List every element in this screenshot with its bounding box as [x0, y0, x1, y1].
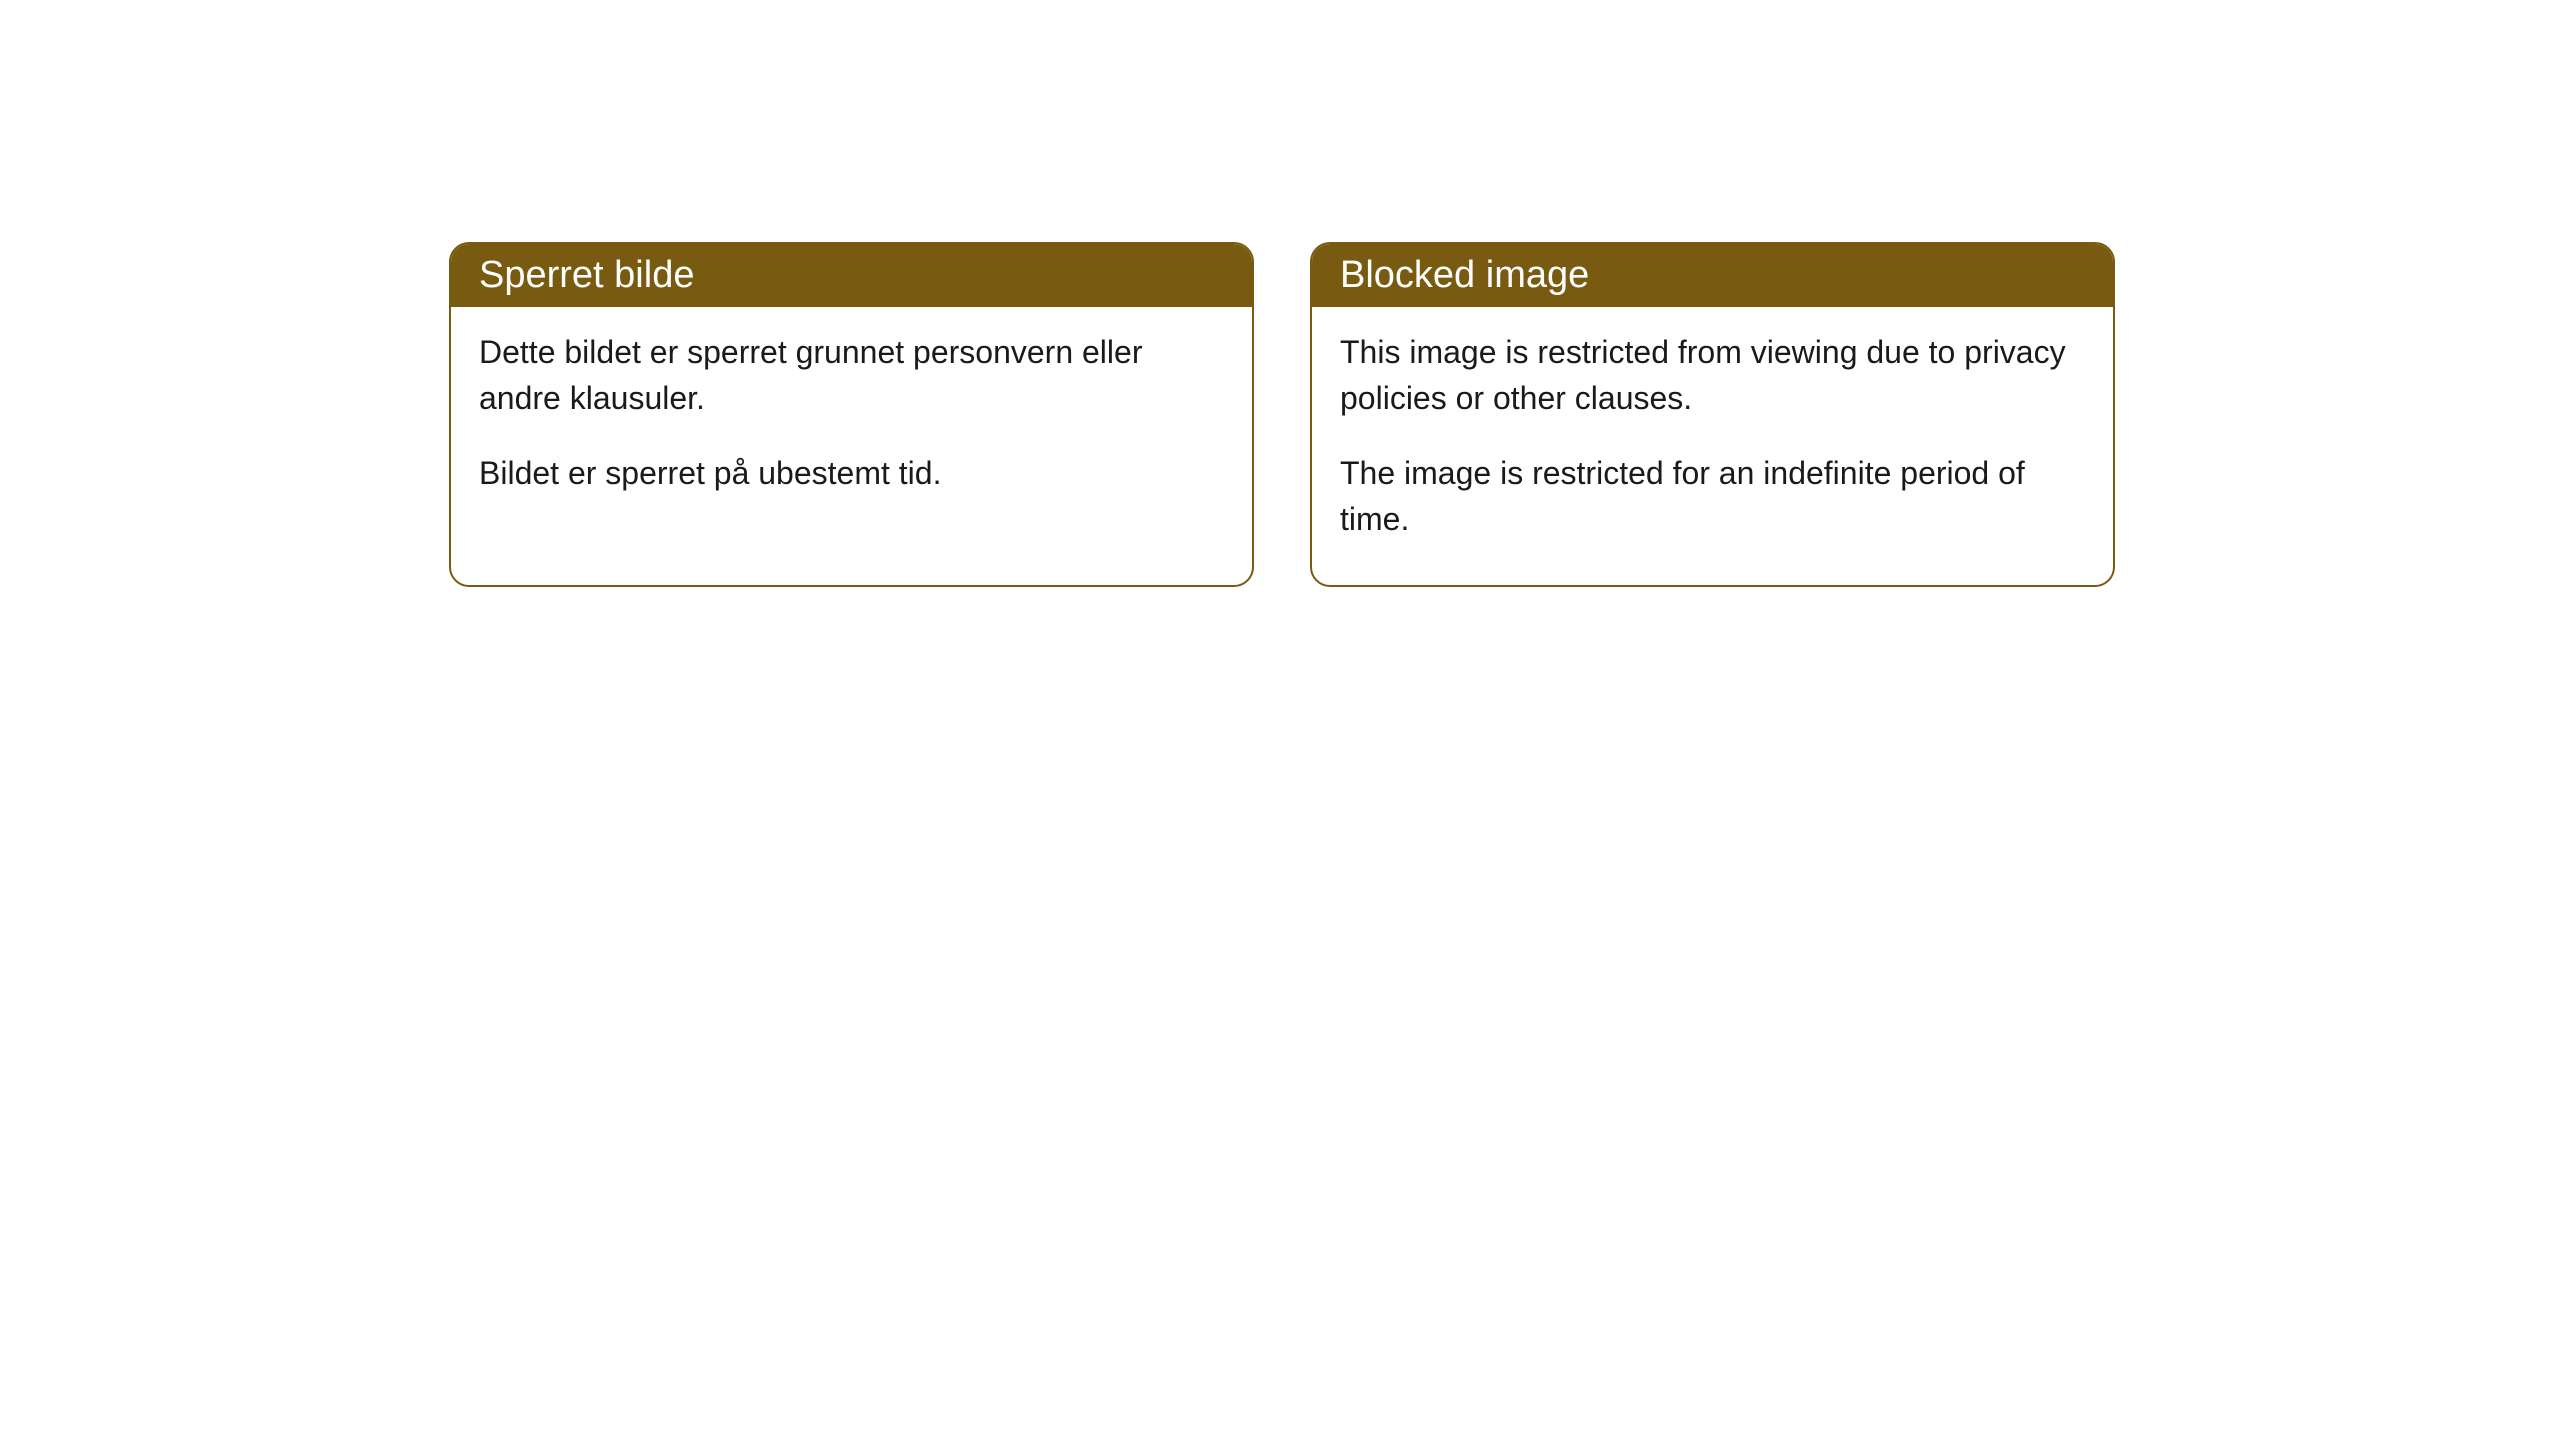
card-body-en: This image is restricted from viewing du…: [1312, 307, 2113, 585]
card-title: Blocked image: [1340, 254, 1589, 296]
card-header-en: Blocked image: [1312, 244, 2113, 307]
card-title: Sperret bilde: [479, 254, 694, 296]
card-paragraph-2: Bildet er sperret på ubestemt tid.: [479, 450, 1224, 496]
notice-cards-container: Sperret bilde Dette bildet er sperret gr…: [449, 242, 2115, 587]
card-body-no: Dette bildet er sperret grunnet personve…: [451, 307, 1252, 538]
blocked-image-card-no: Sperret bilde Dette bildet er sperret gr…: [449, 242, 1254, 587]
card-paragraph-2: The image is restricted for an indefinit…: [1340, 450, 2085, 543]
card-paragraph-1: This image is restricted from viewing du…: [1340, 329, 2085, 422]
card-paragraph-1: Dette bildet er sperret grunnet personve…: [479, 329, 1224, 422]
blocked-image-card-en: Blocked image This image is restricted f…: [1310, 242, 2115, 587]
card-header-no: Sperret bilde: [451, 244, 1252, 307]
